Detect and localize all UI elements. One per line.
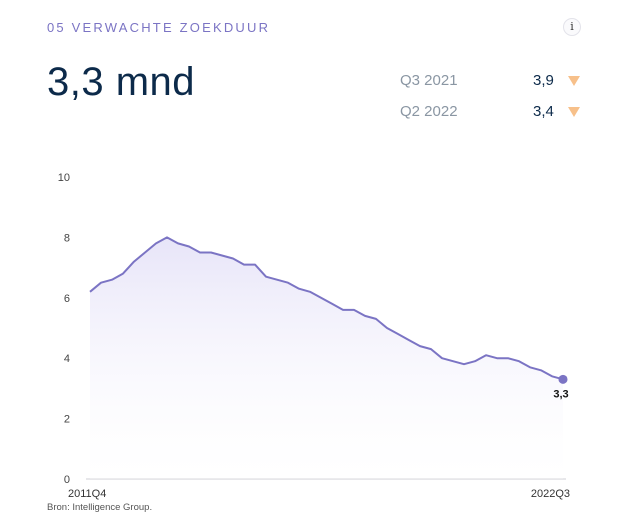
- triangle-down-icon: [568, 76, 580, 86]
- triangle-down-shape: [568, 107, 580, 117]
- end-value-label: 3,3: [553, 388, 568, 400]
- end-point-marker: [558, 374, 568, 384]
- y-axis: 0 2 4 6 8 10: [58, 172, 70, 486]
- headline-value: 3,3 mnd: [47, 60, 196, 104]
- triangle-down-icon: [568, 107, 580, 117]
- x-tick-start: 2011Q4: [68, 488, 106, 500]
- comparison-value: 3,4: [533, 103, 554, 120]
- y-tick-label: 10: [58, 172, 70, 184]
- comparison-label: Q3 2021: [400, 72, 458, 89]
- y-tick-label: 6: [64, 293, 70, 305]
- series-line: [89, 236, 564, 381]
- y-tick-label: 8: [64, 232, 70, 244]
- y-tick-label: 4: [64, 353, 70, 365]
- y-tick-label: 0: [64, 474, 70, 486]
- triangle-down-shape: [568, 76, 580, 86]
- y-tick-label: 2: [64, 414, 70, 426]
- comparison-row-q2-2022: Q2 2022 3,4: [380, 103, 590, 125]
- section-kicker: 05 VERWACHTE ZOEKDUUR: [47, 20, 271, 35]
- info-icon[interactable]: i: [563, 18, 581, 36]
- comparison-row-q3-2021: Q3 2021 3,9: [380, 72, 590, 94]
- x-tick-end: 2022Q3: [531, 488, 570, 500]
- area-fill: [90, 237, 563, 479]
- comparison-label: Q2 2022: [400, 103, 458, 120]
- source-note: Bron: Intelligence Group.: [47, 502, 153, 513]
- comparison-value: 3,9: [533, 72, 554, 89]
